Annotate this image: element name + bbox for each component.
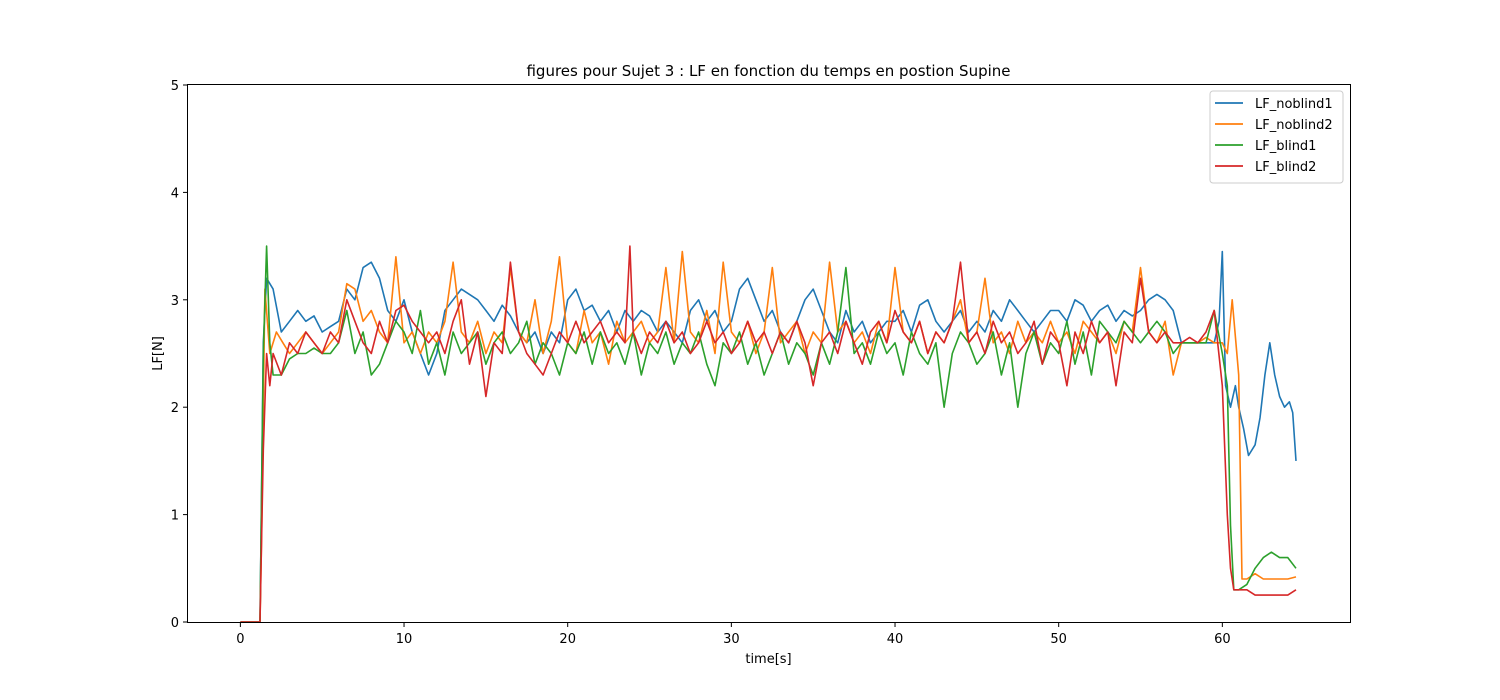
legend-entry-label: LF_blind2 <box>1255 160 1316 175</box>
x-tick-label: 30 <box>723 632 740 647</box>
y-tick-label: 1 <box>171 509 179 524</box>
chart-title: figures pour Sujet 3 : LF en fonction du… <box>526 62 1010 80</box>
y-tick-label: 2 <box>171 401 179 416</box>
y-tick-label: 4 <box>171 186 179 201</box>
x-axis-label: time[s] <box>745 652 791 667</box>
x-tick-label: 40 <box>887 632 904 647</box>
x-tick-label: 0 <box>236 632 244 647</box>
series-line-LF_blind2 <box>240 245 1297 623</box>
y-axis: 0 1 2 3 4 5 <box>171 79 188 631</box>
series-line-LF_noblind1 <box>240 250 1297 623</box>
x-tick-label: 50 <box>1050 632 1067 647</box>
legend-entry-label: LF_noblind1 <box>1255 97 1333 112</box>
legend-box <box>1209 90 1344 184</box>
y-axis-label: LF[N] <box>151 336 166 371</box>
y-tick-label: 3 <box>171 294 179 309</box>
legend: LF_noblind1 LF_noblind2 LF_blind1 LF_blind2 <box>1209 90 1344 184</box>
legend-entry-label: LF_noblind2 <box>1255 118 1333 133</box>
plot-lines <box>240 245 1297 623</box>
x-tick-label: 20 <box>559 632 576 647</box>
x-axis: 0 10 20 30 40 50 60 <box>236 622 1231 647</box>
legend-entry-label: LF_blind1 <box>1255 139 1316 154</box>
plot-frame <box>187 84 1351 623</box>
x-tick-label: 10 <box>396 632 413 647</box>
x-tick-label: 60 <box>1214 632 1231 647</box>
y-tick-label: 0 <box>171 616 179 631</box>
y-tick-label: 5 <box>171 79 179 94</box>
